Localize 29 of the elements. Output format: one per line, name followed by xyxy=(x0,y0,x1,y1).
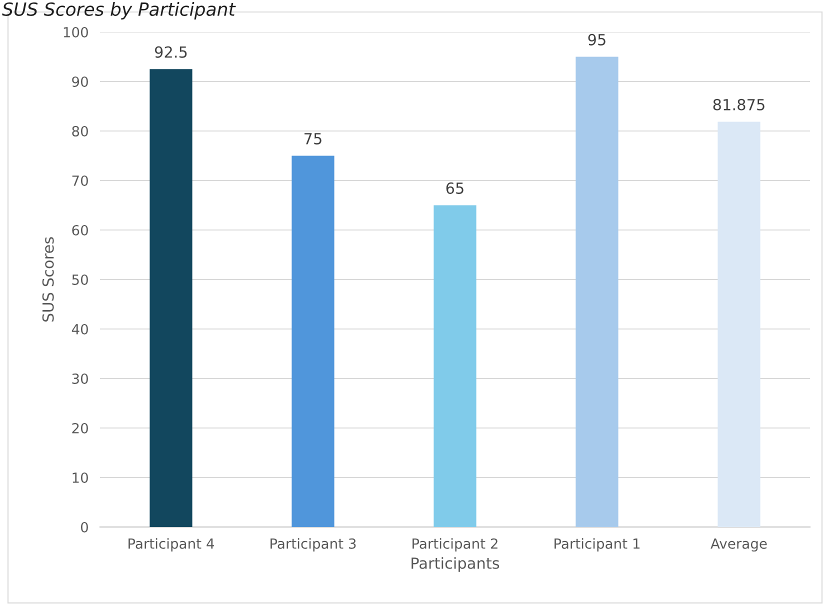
y-tick-label: 100 xyxy=(64,26,88,38)
y-tick-label: 50 xyxy=(72,274,88,285)
y-tick-label: 70 xyxy=(72,175,88,186)
x-tick-label: Participant 2 xyxy=(412,538,498,552)
y-tick-label: 30 xyxy=(72,373,88,384)
data-label: 81.875 xyxy=(713,98,764,110)
y-tick-label: 40 xyxy=(72,324,88,334)
bar xyxy=(576,56,618,527)
y-tick-label: 80 xyxy=(72,126,88,136)
data-label: 75 xyxy=(304,133,322,144)
y-tick-label: 10 xyxy=(72,472,88,483)
data-label: 65 xyxy=(446,182,464,194)
y-tick-label: 0 xyxy=(80,522,88,532)
data-label: 92.5 xyxy=(154,46,187,58)
bar xyxy=(292,156,334,527)
bar xyxy=(434,205,476,527)
x-tick-label: Participant 1 xyxy=(554,538,640,552)
x-axis-title: Participants xyxy=(412,557,500,572)
y-tick-label: 20 xyxy=(72,422,88,434)
bar xyxy=(718,122,760,527)
y-tick-label: 90 xyxy=(72,76,88,87)
bar xyxy=(150,69,192,527)
y-axis-title: SUS Scores xyxy=(42,237,54,322)
x-tick-label: Average xyxy=(710,538,767,552)
chart-title: SUS Scores by Participant xyxy=(2,2,236,20)
data-label: 95 xyxy=(588,34,606,46)
x-tick-label: Participant 4 xyxy=(128,538,214,552)
x-tick-label: Participant 3 xyxy=(270,538,356,552)
y-tick-label: 60 xyxy=(72,224,88,236)
